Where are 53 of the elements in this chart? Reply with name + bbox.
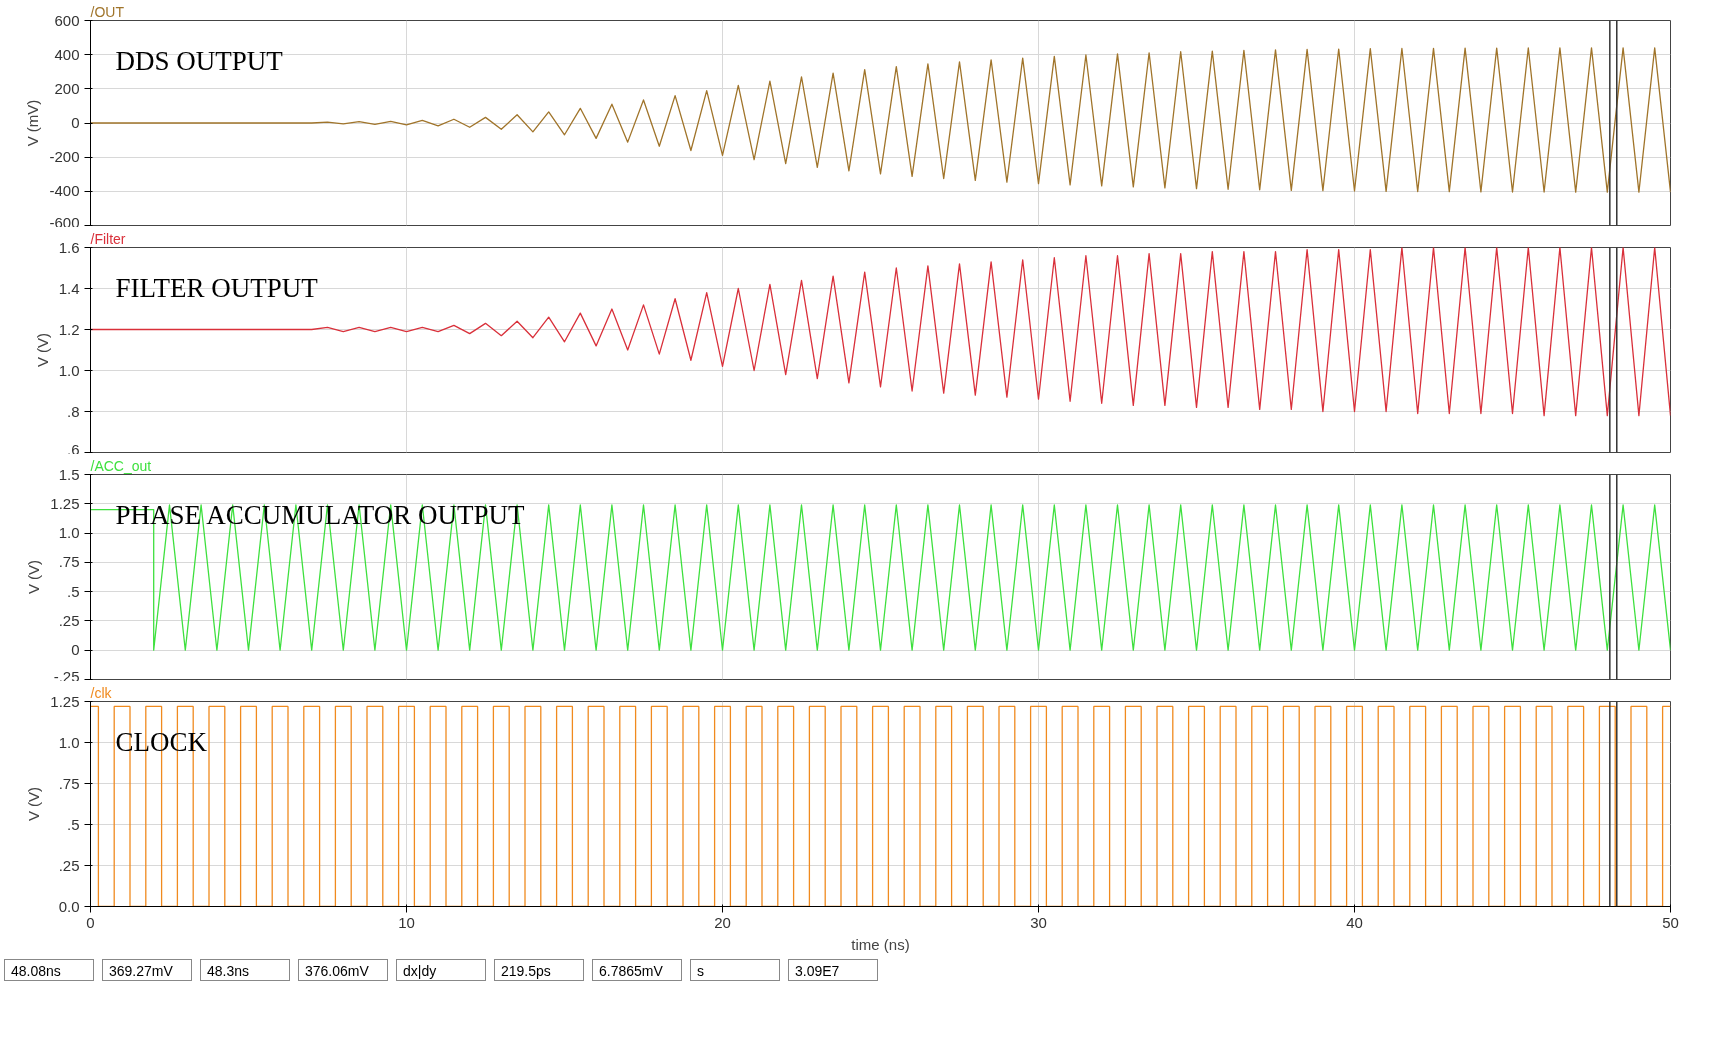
y-tick-label: .75	[58, 774, 80, 792]
y-tick-label: 1.25	[50, 692, 80, 710]
y-tick-label: 200	[54, 79, 80, 97]
y-axis-title: V (mV)	[24, 99, 42, 147]
y-tick-label: 600	[54, 11, 80, 29]
y-tick-label: -400	[49, 182, 80, 200]
y-tick-label: 1.25	[50, 494, 80, 512]
y-tick-label: -.25	[53, 667, 80, 685]
y-tick-label: .75	[58, 553, 80, 571]
y-tick-label: -600	[49, 213, 80, 231]
y-tick-label: 400	[54, 45, 80, 63]
text: dx|dy	[403, 962, 437, 981]
annotation: FILTER OUTPUT	[115, 272, 319, 303]
x-axis-title: time (ns)	[851, 935, 910, 953]
text: 219.5ps	[501, 962, 551, 981]
y-tick-label: 0.0	[58, 897, 80, 915]
x-tick-label: 50	[1662, 913, 1679, 931]
y-tick-label: 0	[71, 114, 80, 131]
x-tick-label: 30	[1030, 913, 1047, 931]
x-tick-label: 10	[398, 913, 415, 931]
text: 376.06mV	[305, 962, 369, 981]
x-tick-label: 0	[86, 913, 95, 931]
series-label: /clk	[90, 684, 113, 701]
y-tick-label: 0	[71, 641, 80, 659]
annotation: DDS OUTPUT	[115, 45, 284, 76]
text: /OUT	[90, 3, 125, 20]
text: s	[697, 962, 704, 981]
y-tick-label: .25	[58, 856, 80, 874]
y-tick-label: .25	[58, 611, 80, 629]
text: 6.7865mV	[599, 962, 663, 981]
y-tick-label: 1.0	[58, 361, 80, 379]
x-tick-label: 20	[714, 913, 731, 931]
text: 369.27mV	[109, 962, 173, 981]
text: 48.08ns	[11, 962, 61, 981]
y-axis-title: V (V)	[25, 786, 43, 822]
y-tick-label: 1.5	[58, 465, 80, 483]
y-axis-title: V (V)	[25, 559, 43, 595]
y-tick-label: 1.0	[58, 733, 80, 751]
y-tick-label: 1.6	[58, 238, 80, 256]
y-axis-title: V (V)	[33, 332, 51, 368]
x-tick-label: 40	[1346, 913, 1363, 931]
y-tick-label: .5	[66, 815, 80, 833]
y-tick-label: 1.0	[58, 524, 80, 542]
text: /Filter	[90, 230, 126, 247]
y-tick-label: .5	[66, 582, 80, 600]
y-tick-label: .6	[66, 440, 80, 458]
y-tick-label: 1.4	[58, 279, 80, 297]
text: 48.3ns	[207, 962, 250, 981]
text: 3.09E7	[795, 962, 840, 981]
y-tick-label: .8	[66, 402, 80, 420]
y-tick-label: 1.2	[58, 320, 80, 338]
y-tick-label: -200	[49, 148, 80, 166]
text: /ACC_out	[90, 457, 152, 474]
